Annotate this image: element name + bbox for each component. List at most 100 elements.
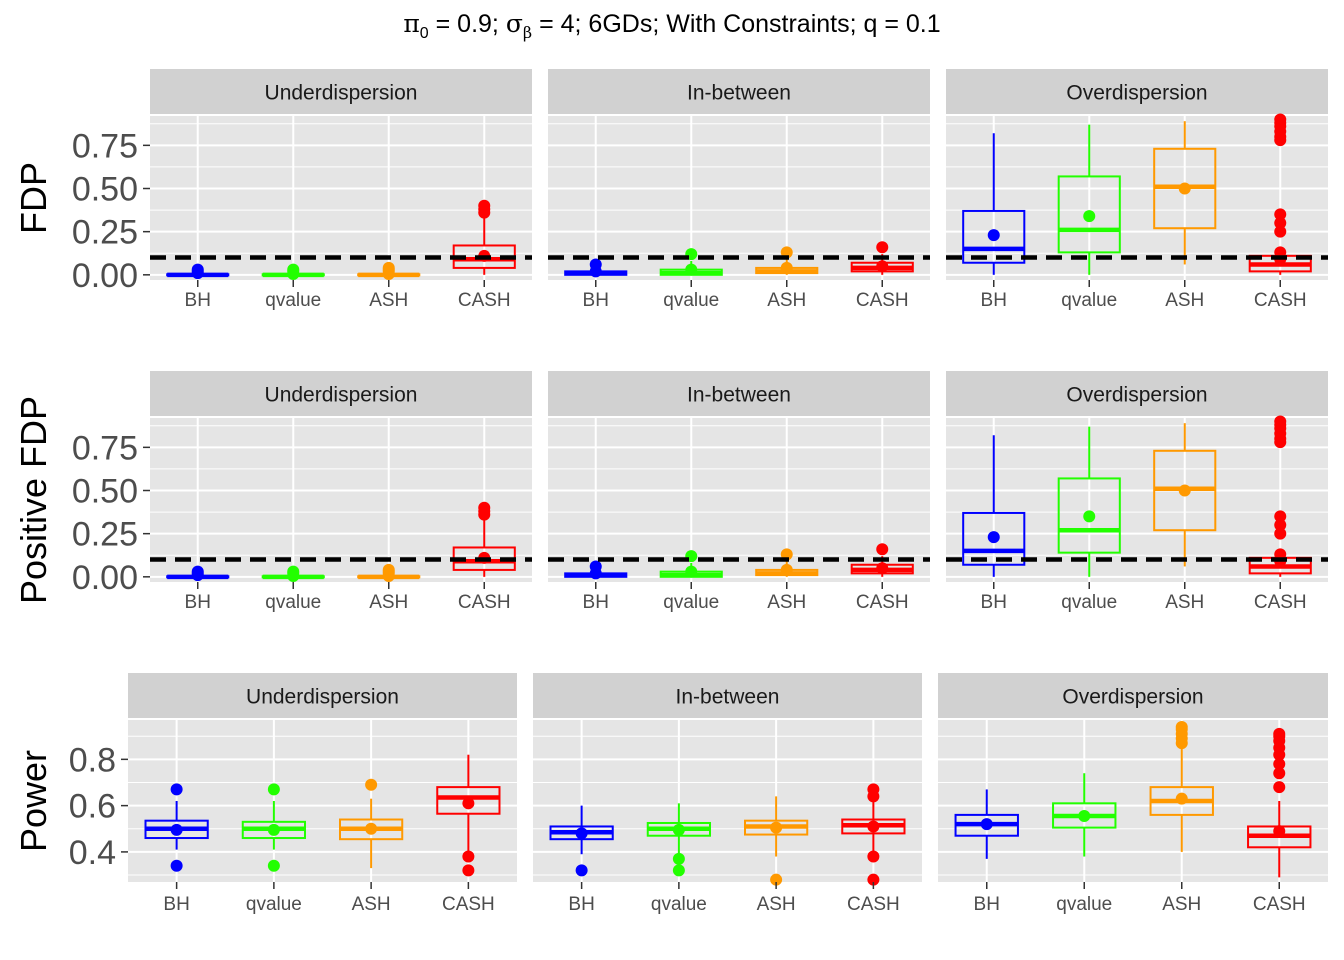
facet-strip-label: In-between [687,82,791,105]
x-tick-label: CASH [1254,290,1307,311]
x-tick-label: CASH [1254,592,1307,613]
x-tick-label: qvalue [1061,290,1117,311]
facet-strip [938,673,1328,718]
y-axis-title-power: Power [13,750,54,852]
box-cash [841,783,906,886]
panel-background [150,418,532,582]
title-pi-sub: 0 [420,25,429,42]
mean-point [382,267,395,280]
mean-point [287,569,300,582]
outlier-point [1274,519,1287,532]
y-tick-label-positive-fdp: 0.75 [72,429,138,467]
box-ash [357,261,421,280]
outlier-point [876,543,889,556]
facet-strip [548,69,930,114]
outlier-point [1273,757,1286,770]
x-tick-label: qvalue [1056,894,1112,915]
facet-power-in-between: In-between BH qvalue ASH CASH [533,673,922,915]
box-body [962,209,1026,264]
facet-strip-label: Underdispersion [265,82,418,105]
panel-background [533,720,922,882]
outlier-point [575,864,588,877]
facet-strip [946,371,1328,416]
x-tick-label: BH [981,592,1007,613]
box-cash [850,241,914,275]
facet-strip [533,673,922,718]
title-sigma: σ [506,9,523,38]
x-tick-label: ASH [767,592,806,613]
mean-point [672,823,685,836]
y-tick-label-power: 0.6 [69,788,116,826]
outlier-point [1274,208,1287,221]
x-tick-label: ASH [757,894,796,915]
x-tick-label: BH [981,290,1007,311]
box-bh [564,258,628,278]
mean-point [1078,810,1091,823]
outlier-point [267,859,280,872]
facet-strip [150,371,532,416]
facet-strip-label: Overdispersion [1062,686,1203,709]
box-ash [1149,720,1214,852]
outlier-point [867,850,880,863]
y-tick-label-positive-fdp: 0.00 [72,559,138,597]
outlier-point [876,241,889,254]
title-sigma-sub: β [523,23,532,42]
mean-point [1083,510,1096,523]
outlier-point [1273,781,1286,794]
facet-strip-label: Overdispersion [1066,82,1207,105]
outlier-point [365,778,378,791]
figure-title: π0 = 0.9; σβ = 4; 6GDs; With Constraints… [403,9,940,42]
box-ash [755,548,819,577]
facet-positive-fdp-in-between: In-between BH qvalue ASH CASH [548,371,930,613]
box-bh [954,789,1019,859]
y-tick-label-positive-fdp: 0.50 [72,473,138,511]
mean-point [1083,210,1096,223]
mean-point [685,565,698,578]
mean-point [1175,792,1188,805]
outlier-point [1274,225,1287,238]
outlier-point [1274,415,1287,428]
x-tick-label: CASH [458,290,511,311]
panel-background [150,116,532,280]
x-tick-label: CASH [1253,894,1306,915]
facet-strip [946,69,1328,114]
x-tick-label: BH [185,592,211,613]
box-body [1057,477,1121,554]
outlier-point [1274,510,1287,523]
x-tick-label: BH [185,290,211,311]
facet-strip-label: In-between [687,384,791,407]
box-ash [1153,121,1217,265]
mean-point [191,267,204,280]
mean-point [876,260,889,273]
facet-strip-label: Overdispersion [1066,384,1207,407]
mean-point [170,823,183,836]
x-tick-label: CASH [856,290,909,311]
mean-point [770,821,783,834]
outlier-point [1273,727,1286,740]
y-tick-label-fdp: 0.50 [72,171,138,209]
panel-background [548,116,930,280]
x-tick-label: qvalue [663,290,719,311]
y-tick-label-power: 0.8 [69,741,116,779]
box-qvalue [1057,426,1121,577]
mean-point [1178,484,1191,497]
x-tick-label: qvalue [663,592,719,613]
outlier-point [1274,113,1287,126]
mean-point [876,562,889,575]
x-tick-label: BH [568,894,594,915]
outlier-point [1274,527,1287,540]
box-qvalue [261,565,325,582]
facet-strip-label: In-between [676,686,780,709]
mean-point [287,267,300,280]
y-tick-label-fdp: 0.75 [72,127,138,165]
row-power: Power 0.4 0.6 0.8 Underdispersion BH qvalue ASH… [13,673,1328,915]
outlier-point [478,199,491,212]
facet-fdp-overdispersion: Overdispersion BH qvalue ASH CASH [946,69,1328,311]
box-qvalue [1052,773,1117,857]
mean-point [1273,825,1286,838]
facet-power-overdispersion: Overdispersion BH qvalue ASH CASH [938,673,1328,915]
panel-background [946,418,1328,582]
x-tick-label: qvalue [1061,592,1117,613]
outlier-point [478,501,491,514]
mean-point [685,263,698,276]
